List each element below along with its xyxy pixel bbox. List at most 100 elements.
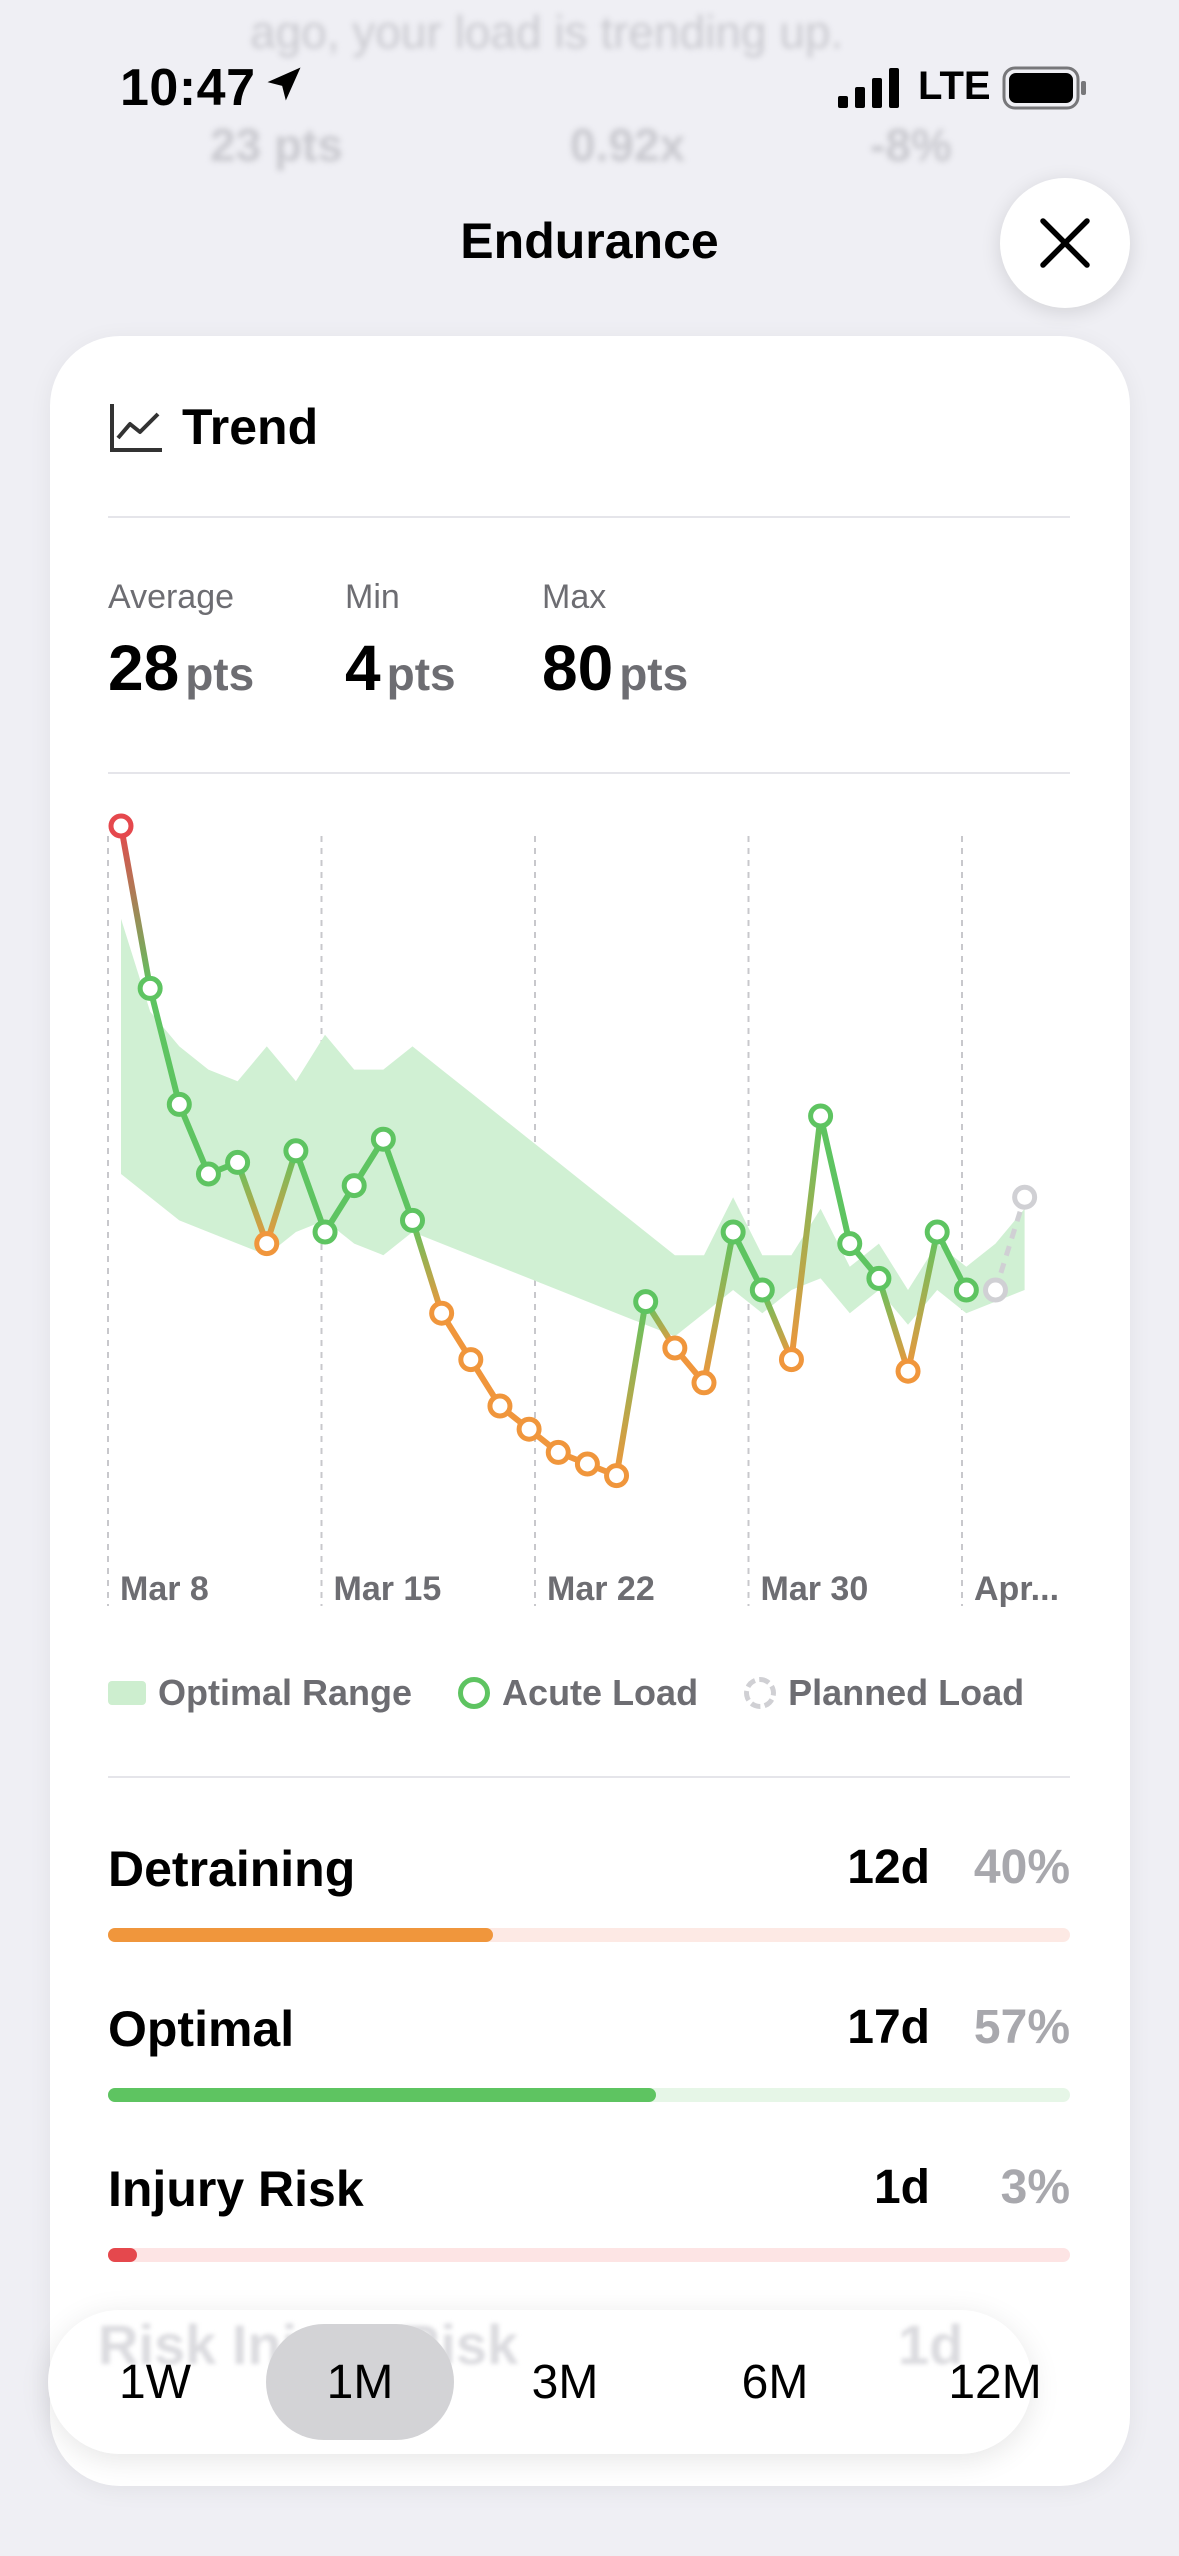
line-chart-icon [110,404,162,452]
cellular-signal-icon [838,68,899,108]
zone-percent: 57% [973,2001,1070,2054]
acute-load-point [953,1277,979,1303]
trend-header: Trend [108,398,318,456]
divider [108,772,1070,774]
location-arrow-icon [267,67,301,101]
acute-load-segment [118,823,154,992]
acute-load-point [924,1219,950,1245]
acute-load-point [400,1207,425,1233]
background-stat: 23 pts [210,119,343,171]
background-text: ago, your load is trending up. [250,6,844,58]
divider [108,1776,1070,1778]
x-axis-label: Mar 8 [120,1570,209,1608]
acute-load-point [895,1358,921,1384]
acute-load-point [108,813,134,839]
acute-load-point [254,1231,280,1257]
legend-swatch-planned-load [744,1677,777,1709]
acute-load-point [516,1416,542,1442]
acute-load-point [749,1277,775,1303]
x-axis-label: Apr... [974,1570,1059,1608]
stat-value: 4 [345,632,381,704]
close-icon [1040,218,1090,268]
acute-load-segment [380,1136,416,1224]
battery-icon [1002,66,1086,110]
legend-label: Planned Load [788,1672,1025,1713]
stat-max: Max 80 pts [542,578,688,705]
acute-load-point [283,1138,309,1164]
acute-load-segment [759,1287,795,1363]
tab-3m[interactable]: 3M [531,2355,599,2409]
acute-load-segment [147,985,183,1108]
legend-label: Acute Load [502,1672,699,1713]
optimal-range-area [121,918,1025,1337]
acute-load-segment [788,1113,824,1363]
acute-load-point [312,1219,338,1245]
trend-chart: Mar 8 Mar 15 Mar 22 Mar 30 Apr... [107,813,1059,1608]
acute-load-point [691,1370,717,1396]
page-title: Endurance [460,213,719,269]
acute-load-point [574,1451,600,1477]
zone-percent: 3% [1000,2161,1070,2214]
network-type: LTE [918,64,991,108]
zone-name: Injury Risk [108,2161,364,2217]
stat-value: 28 [108,632,180,704]
acute-load-point [137,975,163,1001]
tab-12m[interactable]: 12M [948,2355,1042,2409]
planned-load-point [1012,1184,1038,1210]
zone-progress-track [108,1928,1070,1942]
x-axis-label: Mar 15 [334,1570,442,1608]
planned-load-point [983,1277,1008,1303]
acute-load-point [633,1289,659,1315]
legend-swatch-acute-load [458,1677,491,1709]
stat-min: Min 4 pts [345,578,456,705]
divider [108,516,1070,518]
zone-progress-track [108,2088,1070,2102]
stat-average: Average 28 pts [108,578,254,705]
stat-value: 80 [542,632,614,704]
tab-6m[interactable]: 6M [741,2355,809,2409]
zone-percent: 40% [973,1841,1070,1894]
legend-label: Optimal Range [158,1672,413,1713]
legend-item: Acute Load [458,1672,698,1714]
acute-load-point [808,1103,834,1129]
acute-load-point [195,1161,221,1187]
background-stat: -8% [870,119,952,171]
acute-load-point [458,1347,484,1373]
close-button[interactable] [1000,178,1130,308]
legend-swatch-optimal-range [108,1681,146,1705]
acute-load-segment [817,1113,853,1247]
stat-unit: pts [185,648,255,700]
tab-1w[interactable]: 1W [119,2355,191,2409]
acute-load-segment [176,1101,212,1177]
acute-load-point [370,1126,396,1152]
zone-name: Detraining [108,1841,356,1897]
zone-days: 1d [873,2161,930,2214]
trend-card: Trend Average 28 pts Min 4 pts Max 80 pts M… [50,336,1130,2486]
trend-title: Trend [182,399,319,455]
background-stat: 0.92x [570,119,686,171]
acute-load-point [837,1231,863,1257]
tab-1m[interactable]: 1M [266,2324,454,2440]
acute-load-segment [701,1229,737,1386]
acute-load-point [545,1439,571,1465]
acute-load-point [720,1219,746,1245]
acute-load-point [487,1393,513,1419]
x-axis-label: Mar 30 [761,1570,869,1608]
acute-load-segment [292,1147,329,1235]
stat-unit: pts [619,648,689,700]
acute-load-point [662,1335,688,1361]
zone-progress-fill [108,2248,137,2262]
legend-item: Planned Load [744,1672,1024,1714]
acute-load-segment [409,1217,445,1317]
acute-load-point [225,1149,251,1175]
background-content: ago, your load is trending up. 23 pts 0.… [0,0,1179,171]
stat-label: Min [345,578,400,616]
acute-load-segment [875,1275,912,1375]
x-axis-label: Mar 22 [547,1570,655,1608]
zone-days: 17d [847,2001,930,2054]
stat-unit: pts [386,648,456,700]
acute-load-point [778,1347,804,1373]
time-range-tabbar [48,2310,1032,2454]
acute-load-point [604,1463,630,1489]
acute-load-point [166,1091,192,1117]
